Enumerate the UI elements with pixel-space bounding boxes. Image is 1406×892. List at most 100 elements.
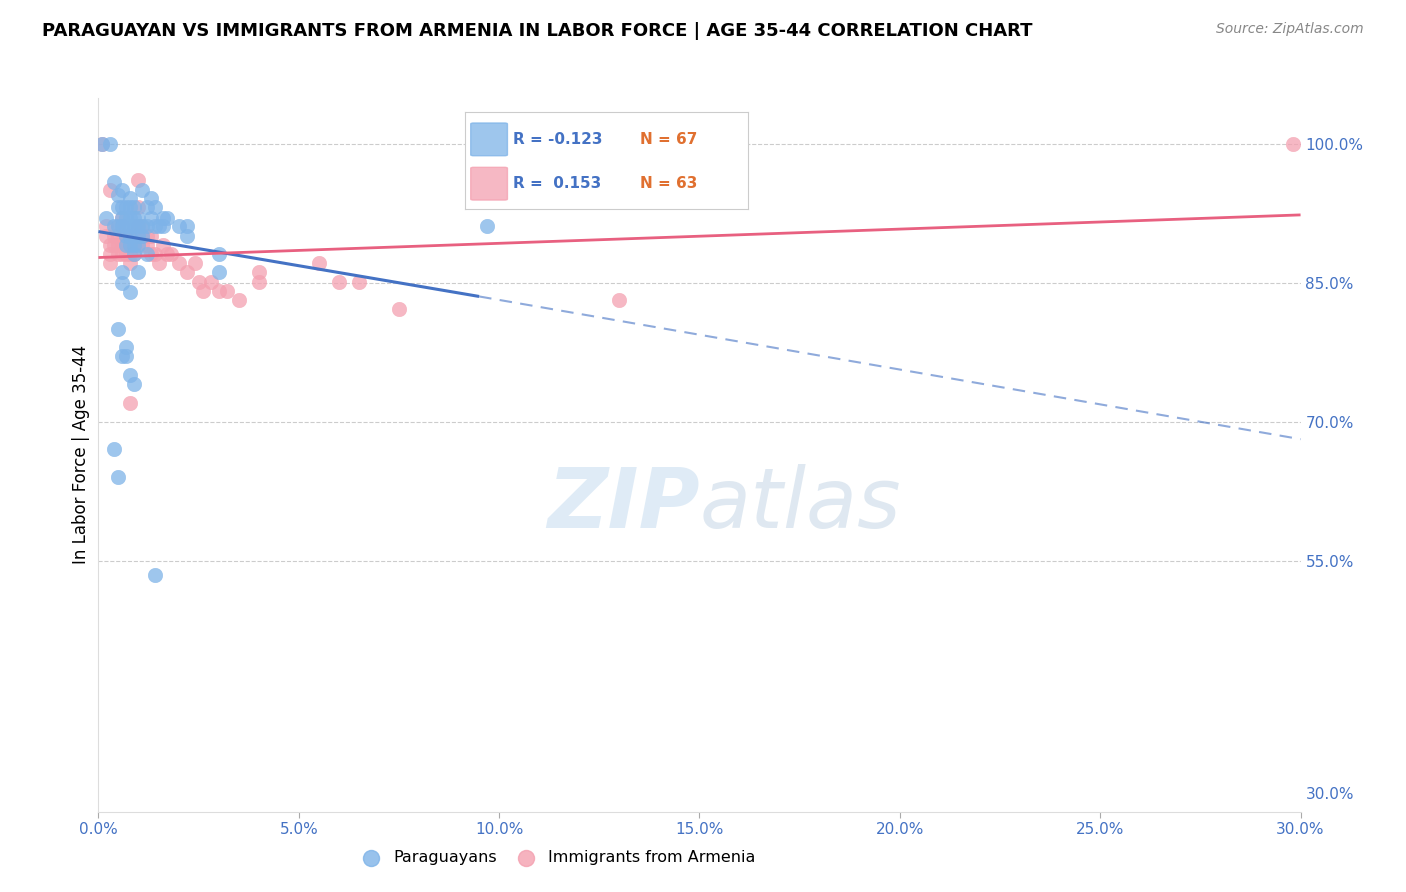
Point [115,238,138,252]
Point [1281,136,1303,151]
Point [103,442,125,457]
Point [100,256,122,270]
Point [328,275,350,289]
Point [120,229,142,244]
Point [91,136,114,151]
Point [111,201,134,215]
Point [115,238,138,252]
Point [139,229,162,244]
Point [124,211,146,225]
Point [115,211,138,225]
Point [96,219,118,233]
Point [139,247,162,261]
Point [107,219,129,233]
Point [208,265,231,279]
Point [103,219,125,233]
Point [103,175,125,189]
Point [135,247,157,261]
Point [187,275,209,289]
Point [107,247,129,261]
Point [200,275,222,289]
Legend: Paraguayans, Immigrants from Armenia: Paraguayans, Immigrants from Armenia [349,844,762,871]
Point [124,201,146,215]
Point [115,349,138,363]
Point [120,191,142,205]
Point [107,188,129,202]
Point [120,285,142,299]
Point [111,183,134,197]
Point [191,284,214,298]
Point [111,349,134,363]
Point [111,276,134,290]
Point [183,256,205,270]
Point [115,229,138,244]
Point [143,568,166,582]
Point [247,265,270,279]
Point [128,172,150,186]
Point [208,284,231,298]
Point [131,219,153,233]
Y-axis label: In Labor Force | Age 35-44: In Labor Force | Age 35-44 [72,345,90,565]
Point [120,368,142,383]
Point [120,238,142,252]
Point [120,247,142,261]
Point [111,219,134,233]
Point [120,201,142,215]
Point [475,219,498,233]
Point [139,211,162,225]
Point [167,256,190,270]
Text: ZIP: ZIP [547,465,700,545]
Point [148,219,170,233]
Point [131,219,153,233]
Point [347,275,370,289]
Point [135,201,157,215]
Point [131,238,153,252]
Point [135,219,157,233]
Point [128,229,150,244]
Point [100,136,122,151]
Point [111,247,134,261]
Point [103,229,125,244]
Point [107,238,129,252]
Point [107,322,129,336]
Point [128,211,150,225]
Point [176,265,198,279]
Point [128,219,150,233]
Point [115,219,138,233]
Point [135,238,157,252]
Point [152,211,174,225]
Point [107,200,129,214]
Point [120,396,142,410]
Point [143,247,166,261]
Point [124,219,146,233]
Point [159,247,181,261]
Point [131,183,153,197]
Point [176,229,198,244]
Point [115,201,138,215]
Point [111,211,134,225]
Point [100,183,122,197]
Point [111,238,134,252]
Point [120,219,142,233]
Point [308,256,330,270]
Point [100,247,122,261]
Text: atlas: atlas [700,465,901,545]
Point [96,211,118,225]
Point [247,275,270,289]
Point [124,238,146,252]
Point [124,247,146,261]
Point [107,470,129,484]
Point [124,377,146,392]
Point [128,238,150,252]
Point [128,219,150,233]
Point [120,211,142,225]
Point [155,211,177,225]
Point [228,293,250,307]
Point [91,136,114,151]
Point [115,247,138,261]
Point [388,302,411,317]
Point [152,219,174,233]
Point [124,238,146,252]
Point [143,219,166,233]
Point [155,247,177,261]
